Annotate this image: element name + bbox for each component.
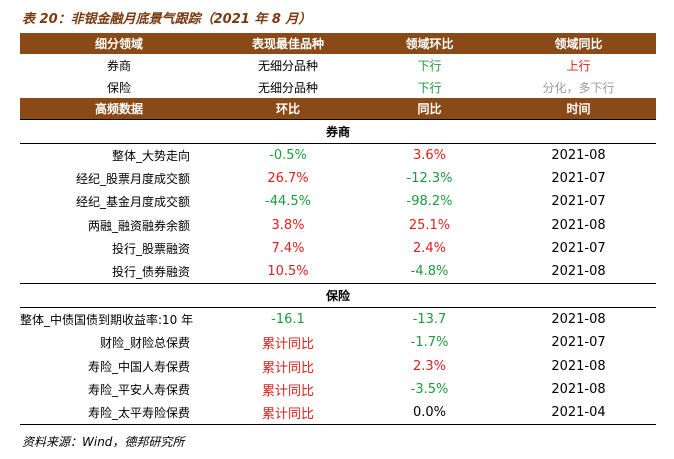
yoy-value: 0.0% xyxy=(358,400,501,426)
table-row: 投行_债券融资 10.5% -4.8% 2021-08 xyxy=(20,260,656,284)
mom-value: 10.5% xyxy=(267,264,309,280)
data-header-row: 高频数据 环比 同比 时间 xyxy=(20,98,656,120)
section-title: 券商 xyxy=(20,119,656,144)
table-row: 寿险_平安人寿保费 累计同比 -3.5% 2021-08 xyxy=(20,378,656,401)
metric-label: 寿险_中国人寿保费 xyxy=(87,359,190,374)
table-row: 两融_融资融券余额 3.8% 25.1% 2021-08 xyxy=(20,214,656,237)
table-row: 经纪_股票月度成交额 26.7% -12.3% 2021-07 xyxy=(20,167,656,190)
data-header-cell: 环比 xyxy=(218,98,358,120)
section-row: 券商 xyxy=(20,119,656,144)
yoy-value: 2.3% xyxy=(412,358,447,374)
yoy-value: -12.3% xyxy=(406,171,453,187)
date-value: 2021-08 xyxy=(551,358,606,374)
date-value: 2021-08 xyxy=(551,312,606,328)
date-value: 2021-07 xyxy=(551,240,606,256)
table-row: 整体_中债国债到期收益率:10 年 -16.1 -13.7 2021-08 xyxy=(20,308,656,332)
tracking-table: 细分领域 表现最佳品种 领域环比 领域同比 券商 无细分品种 下行 上行 保险 无细分品种 下行 分化… xyxy=(20,33,656,426)
domain-mom-cell: 下行 xyxy=(417,58,442,73)
metric-label: 寿险_太平寿险保费 xyxy=(20,400,218,426)
metric-label: 财险_财险总保费 xyxy=(99,336,190,351)
source-note: 资料来源：Wind，德邦研究所 xyxy=(22,435,185,449)
yoy-value: -3.5% xyxy=(410,381,449,397)
date-value: 2021-04 xyxy=(501,400,656,426)
summary-header-cell: 领域环比 xyxy=(358,33,501,54)
metric-label: 投行_债券融资 xyxy=(111,265,190,280)
table-row: 投行_股票融资 7.4% 2.4% 2021-07 xyxy=(20,237,656,260)
summary-row: 券商 无细分品种 下行 上行 xyxy=(20,54,656,76)
domain-mom-cell: 下行 xyxy=(417,80,442,95)
data-header-cell: 时间 xyxy=(501,98,656,120)
mom-value: -44.5% xyxy=(265,194,311,210)
best-variety-cell: 无细分品种 xyxy=(257,58,318,73)
mom-value: 26.7% xyxy=(267,171,309,187)
yoy-value: -4.8% xyxy=(410,264,449,280)
mom-value: 累计同比 xyxy=(261,337,314,353)
date-value: 2021-07 xyxy=(551,171,606,187)
table-row: 寿险_太平寿险保费 累计同比 0.0% 2021-04 xyxy=(20,400,656,426)
metric-label: 整体_中债国债到期收益率:10 年 xyxy=(20,313,194,328)
metric-label: 整体_大势走向 xyxy=(111,149,190,164)
domain-cell: 券商 xyxy=(106,58,131,73)
summary-row: 保险 无细分品种 下行 分化，多下行 xyxy=(20,76,656,98)
date-value: 2021-08 xyxy=(551,217,606,233)
date-value: 2021-08 xyxy=(551,148,606,164)
mom-value: -16.1 xyxy=(271,312,305,328)
data-header-cell: 高频数据 xyxy=(20,98,218,120)
table-row: 寿险_中国人寿保费 累计同比 2.3% 2021-08 xyxy=(20,355,656,378)
summary-header-cell: 表现最佳品种 xyxy=(218,33,358,54)
mom-value: 累计同比 xyxy=(261,383,314,399)
table-row: 财险_财险总保费 累计同比 -1.7% 2021-07 xyxy=(20,331,656,354)
metric-label: 寿险_平安人寿保费 xyxy=(87,382,190,397)
section-title: 保险 xyxy=(20,283,656,309)
section-row: 保险 xyxy=(20,283,656,309)
mom-value: 7.4% xyxy=(271,240,305,256)
date-value: 2021-08 xyxy=(551,264,606,280)
domain-yoy-cell: 上行 xyxy=(566,58,591,73)
metric-label: 经纪_股票月度成交额 xyxy=(75,172,190,187)
date-value: 2021-07 xyxy=(551,194,606,210)
table-row: 经纪_基金月度成交额 -44.5% -98.2% 2021-07 xyxy=(20,190,656,213)
summary-header-cell: 细分领域 xyxy=(20,33,218,54)
domain-yoy-cell: 分化，多下行 xyxy=(542,80,615,95)
yoy-value: 2.4% xyxy=(412,240,447,256)
mom-value: 累计同比 xyxy=(218,400,358,426)
yoy-value: -98.2% xyxy=(406,194,453,210)
domain-cell: 保险 xyxy=(106,80,131,95)
table-title: 表 20：非银金融月底景气跟踪（2021 年 8 月） xyxy=(22,12,312,27)
mom-value: -0.5% xyxy=(269,148,307,164)
summary-header-row: 细分领域 表现最佳品种 领域环比 领域同比 xyxy=(20,33,656,54)
yoy-value: -1.7% xyxy=(410,335,449,351)
date-value: 2021-07 xyxy=(551,335,606,351)
table-row: 整体_大势走向 -0.5% 3.6% 2021-08 xyxy=(20,144,656,168)
data-header-cell: 同比 xyxy=(358,98,501,120)
metric-label: 经纪_基金月度成交额 xyxy=(75,195,190,210)
date-value: 2021-08 xyxy=(551,381,606,397)
metric-label: 投行_股票融资 xyxy=(111,241,190,256)
best-variety-cell: 无细分品种 xyxy=(257,80,318,95)
metric-label: 两融_融资融券余额 xyxy=(87,218,190,233)
yoy-value: 25.1% xyxy=(408,217,451,233)
yoy-value: 3.6% xyxy=(412,148,447,164)
summary-header-cell: 领域同比 xyxy=(501,33,656,54)
mom-value: 3.8% xyxy=(271,217,305,233)
yoy-value: -13.7 xyxy=(412,312,447,328)
mom-value: 累计同比 xyxy=(261,360,314,376)
